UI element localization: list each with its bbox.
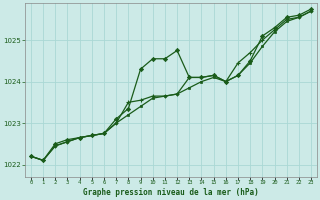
X-axis label: Graphe pression niveau de la mer (hPa): Graphe pression niveau de la mer (hPa) — [83, 188, 259, 197]
